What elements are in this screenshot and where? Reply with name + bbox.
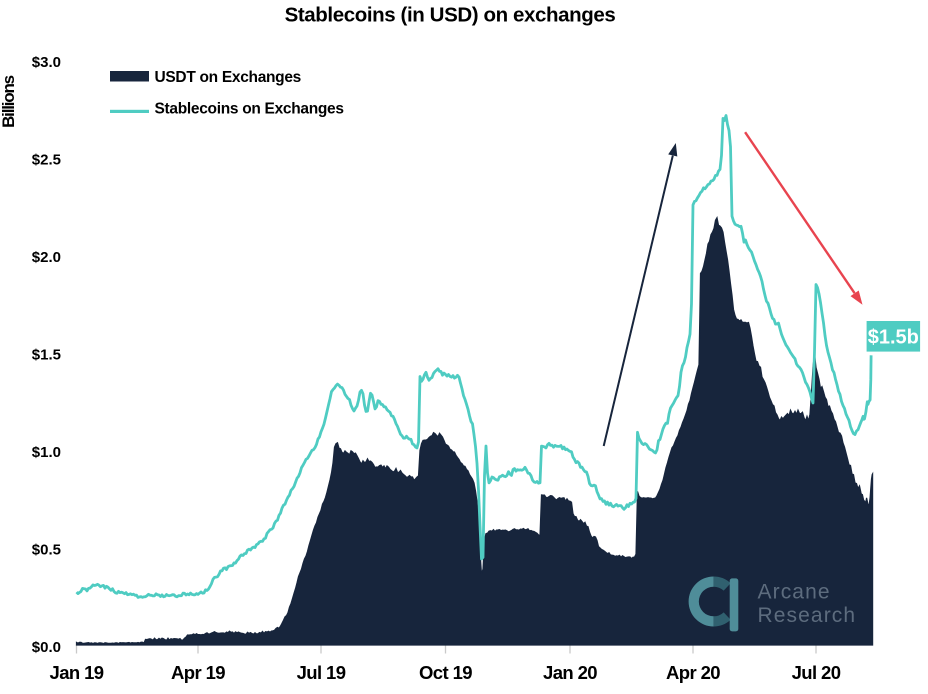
svg-text:$2.5: $2.5 <box>32 152 61 169</box>
svg-text:$0.0: $0.0 <box>32 639 61 656</box>
svg-text:Jul 19: Jul 19 <box>297 662 346 683</box>
svg-text:Jan 20: Jan 20 <box>543 662 597 683</box>
svg-text:Apr 20: Apr 20 <box>666 662 720 683</box>
svg-text:Billions: Billions <box>0 75 18 128</box>
svg-text:USDT on Exchanges: USDT on Exchanges <box>155 69 302 86</box>
svg-text:$1.0: $1.0 <box>32 444 61 461</box>
svg-text:Stablecoins on Exchanges: Stablecoins on Exchanges <box>155 101 344 118</box>
svg-text:$3.0: $3.0 <box>32 54 61 71</box>
svg-text:$1.5: $1.5 <box>32 346 61 363</box>
svg-text:$2.0: $2.0 <box>32 249 61 266</box>
svg-text:Arcane: Arcane <box>758 580 831 603</box>
svg-text:Oct 19: Oct 19 <box>419 662 472 683</box>
svg-text:$0.5: $0.5 <box>32 541 61 558</box>
svg-text:$1.5b: $1.5b <box>868 327 919 349</box>
svg-text:Apr 19: Apr 19 <box>171 662 225 683</box>
svg-text:Research: Research <box>758 604 857 627</box>
svg-text:Stablecoins (in USD) on exchan: Stablecoins (in USD) on exchanges <box>285 4 616 27</box>
svg-text:Jan 19: Jan 19 <box>50 662 104 683</box>
svg-text:Jul 20: Jul 20 <box>792 662 841 683</box>
